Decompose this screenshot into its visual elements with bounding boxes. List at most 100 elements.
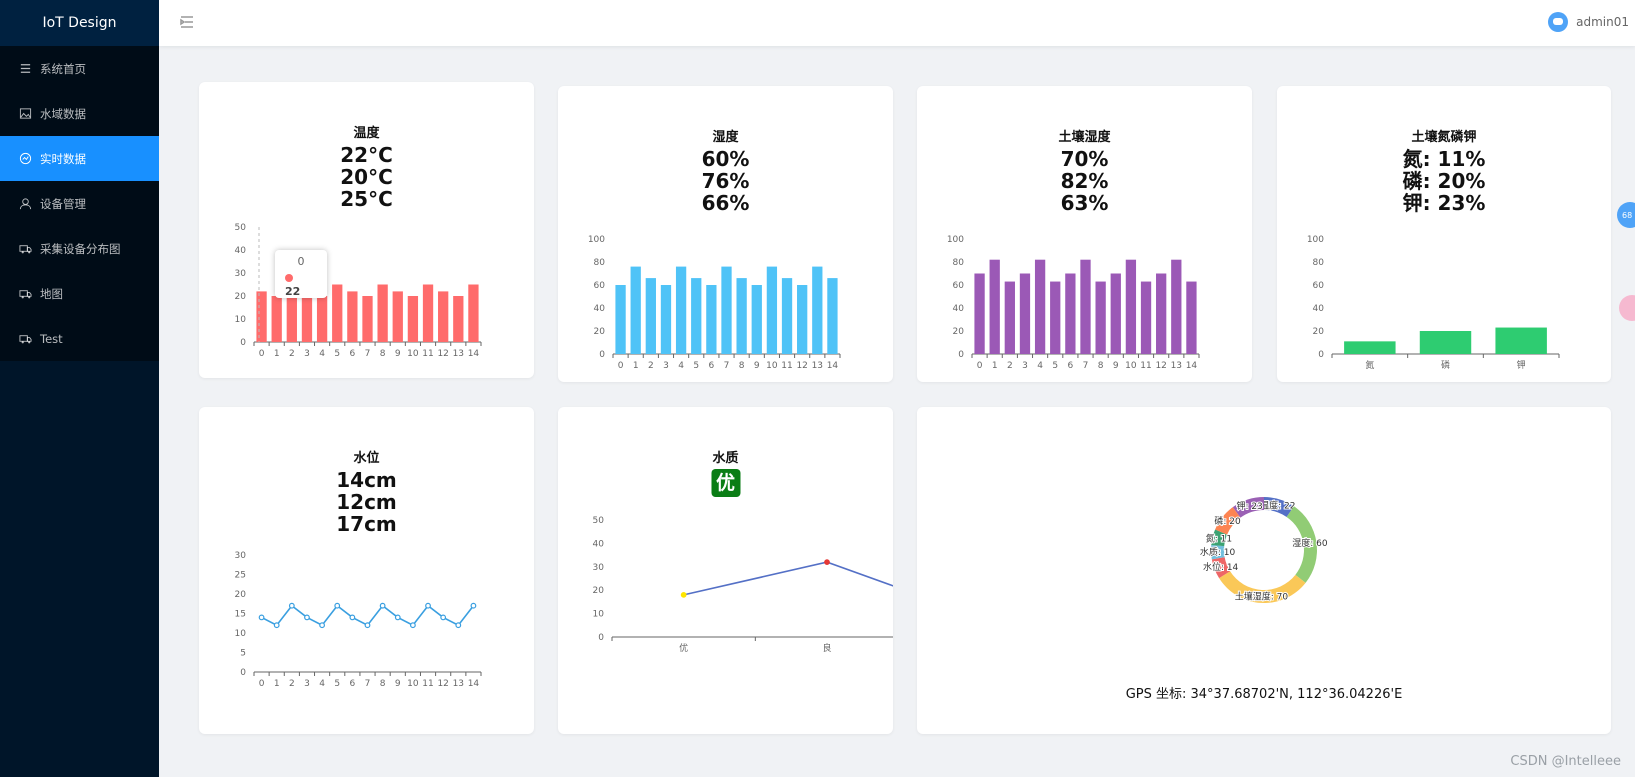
data-point [319, 622, 325, 629]
x-tick-label: 9 [754, 361, 760, 371]
x-tick-label: 11 [781, 361, 792, 371]
tooltip-title: 0 [297, 255, 305, 268]
y-tick-label: 20 [235, 590, 247, 600]
value-3: 17cm [336, 512, 397, 536]
value-1: 22°C [340, 143, 393, 167]
data-point [273, 622, 280, 629]
value-2: 磷: 20% [1402, 169, 1486, 193]
data-point [304, 614, 310, 621]
overview-donut-chart[interactable]: 温度: 22 湿度: 60 土壤湿度: 70 水位: 14 水质: 10氮: 11 磷: … [917, 407, 1611, 667]
sidebar-item-label: 实时数据 [40, 151, 86, 166]
floating-button[interactable] [1619, 295, 1635, 321]
sidebar-menu: 系统首页 水域数据 实时数据 设备管理 采集设备分布图 地图 Test [0, 46, 159, 361]
bar [751, 285, 762, 354]
value-1: 70% [1060, 147, 1109, 171]
sidebar-item-map[interactable]: 地图 [0, 271, 159, 316]
x-tick-label: 11 [422, 349, 433, 359]
x-tick-label: 12 [437, 679, 448, 687]
data-point [258, 614, 265, 621]
bar [316, 296, 328, 342]
sidebar-item-device-distribution[interactable]: 采集设备分布图 [0, 226, 159, 271]
card-values: 14cm 12cm 17cm [199, 469, 534, 535]
y-tick-label: 80 [1313, 258, 1325, 268]
overview-card: 温度: 22 湿度: 60 土壤湿度: 70 水位: 14 水质: 10 氮: 11 磷: … [917, 407, 1611, 734]
sidebar-item-water-data[interactable]: 水域数据 [0, 91, 159, 136]
bar [1171, 259, 1182, 354]
y-tick-label: 30 [235, 269, 247, 279]
user-icon [18, 197, 32, 211]
slice-label: 湿度: 60 [1292, 537, 1328, 549]
x-tick-label: 2 [289, 349, 295, 359]
slice-label: 温度: 22 [1260, 500, 1295, 512]
donut-slice [1286, 506, 1317, 583]
bar [989, 259, 1000, 354]
card-title: 温度 [353, 126, 380, 141]
x-tick-label: 3 [304, 679, 310, 687]
x-tick-label: 9 [1113, 361, 1119, 371]
data-point [440, 614, 447, 621]
bar [438, 291, 449, 342]
sidebar-item-device-mgmt[interactable]: 设备管理 [0, 181, 159, 226]
bar [1065, 273, 1076, 354]
y-tick-label: 20 [953, 327, 965, 337]
y-tick-label: 30 [235, 551, 247, 561]
x-tick-label: 8 [380, 349, 386, 359]
x-tick-label: 0 [977, 361, 983, 371]
sidebar-item-label: 采集设备分布图 [40, 241, 121, 256]
x-tick-label: 14 [1186, 361, 1198, 371]
donut-slice [1211, 529, 1228, 547]
bar [1019, 273, 1031, 354]
dashboard-icon [18, 152, 32, 166]
series-line [683, 561, 893, 596]
sidebar-item-home[interactable]: 系统首页 [0, 46, 159, 91]
sidebar-item-test[interactable]: Test [0, 316, 159, 361]
x-tick-label: 8 [1098, 361, 1104, 371]
water-level-card: 水位 14cm 12cm 17cm 0 5 10 15 20 25 30 0 1 2 3 4 5 6 7 8 9… [199, 407, 534, 734]
value-3: 66% [701, 191, 750, 215]
bar [301, 291, 313, 342]
x-tick-label: 10 [407, 679, 419, 687]
slice-label: 钾: 23 [1236, 500, 1262, 512]
y-tick-label: 40 [593, 539, 605, 549]
bar [1110, 273, 1121, 354]
x-tick-label: 9 [395, 679, 401, 687]
y-tick-label: 40 [1313, 304, 1325, 314]
y-tick-label: 5 [240, 649, 246, 659]
data-point [824, 559, 830, 566]
x-tick-label: 3 [663, 361, 669, 371]
user-menu[interactable]: admin01 [1548, 12, 1629, 32]
bar [766, 266, 778, 354]
y-tick-label: 40 [953, 304, 965, 314]
data-point [425, 602, 431, 609]
data-point [470, 602, 477, 609]
value-1: 氮: 11% [1402, 147, 1486, 171]
value-1: 60% [701, 147, 750, 171]
bar [1344, 341, 1396, 354]
x-tick-label: 12 [1155, 361, 1166, 371]
truck-icon [18, 287, 32, 301]
card-title: 水质 [712, 451, 739, 466]
data-point [364, 622, 371, 629]
list-icon [18, 62, 32, 76]
menu-fold-icon[interactable] [179, 14, 195, 30]
bar [660, 285, 672, 354]
npk-bar-chart[interactable]: 0 20 40 60 80 100 氮 磷 钾 [1277, 216, 1611, 376]
value-3: 63% [1060, 191, 1109, 215]
bar [691, 278, 702, 354]
series-dot-icon [285, 274, 293, 282]
y-tick-label: 60 [594, 281, 606, 291]
bar [1095, 281, 1106, 354]
x-tick-label: 14 [827, 361, 839, 371]
sidebar-item-realtime-data[interactable]: 实时数据 [0, 136, 159, 181]
floating-badge[interactable]: 68 [1617, 202, 1635, 228]
bar [347, 291, 358, 342]
card-title: 土壤湿度 [1058, 130, 1111, 145]
y-tick-label: 25 [235, 571, 246, 581]
bar [468, 284, 479, 342]
chart-tooltip: 0 22 [275, 250, 327, 298]
water-quality-line-chart[interactable]: 01020304050优良差 [558, 502, 893, 662]
